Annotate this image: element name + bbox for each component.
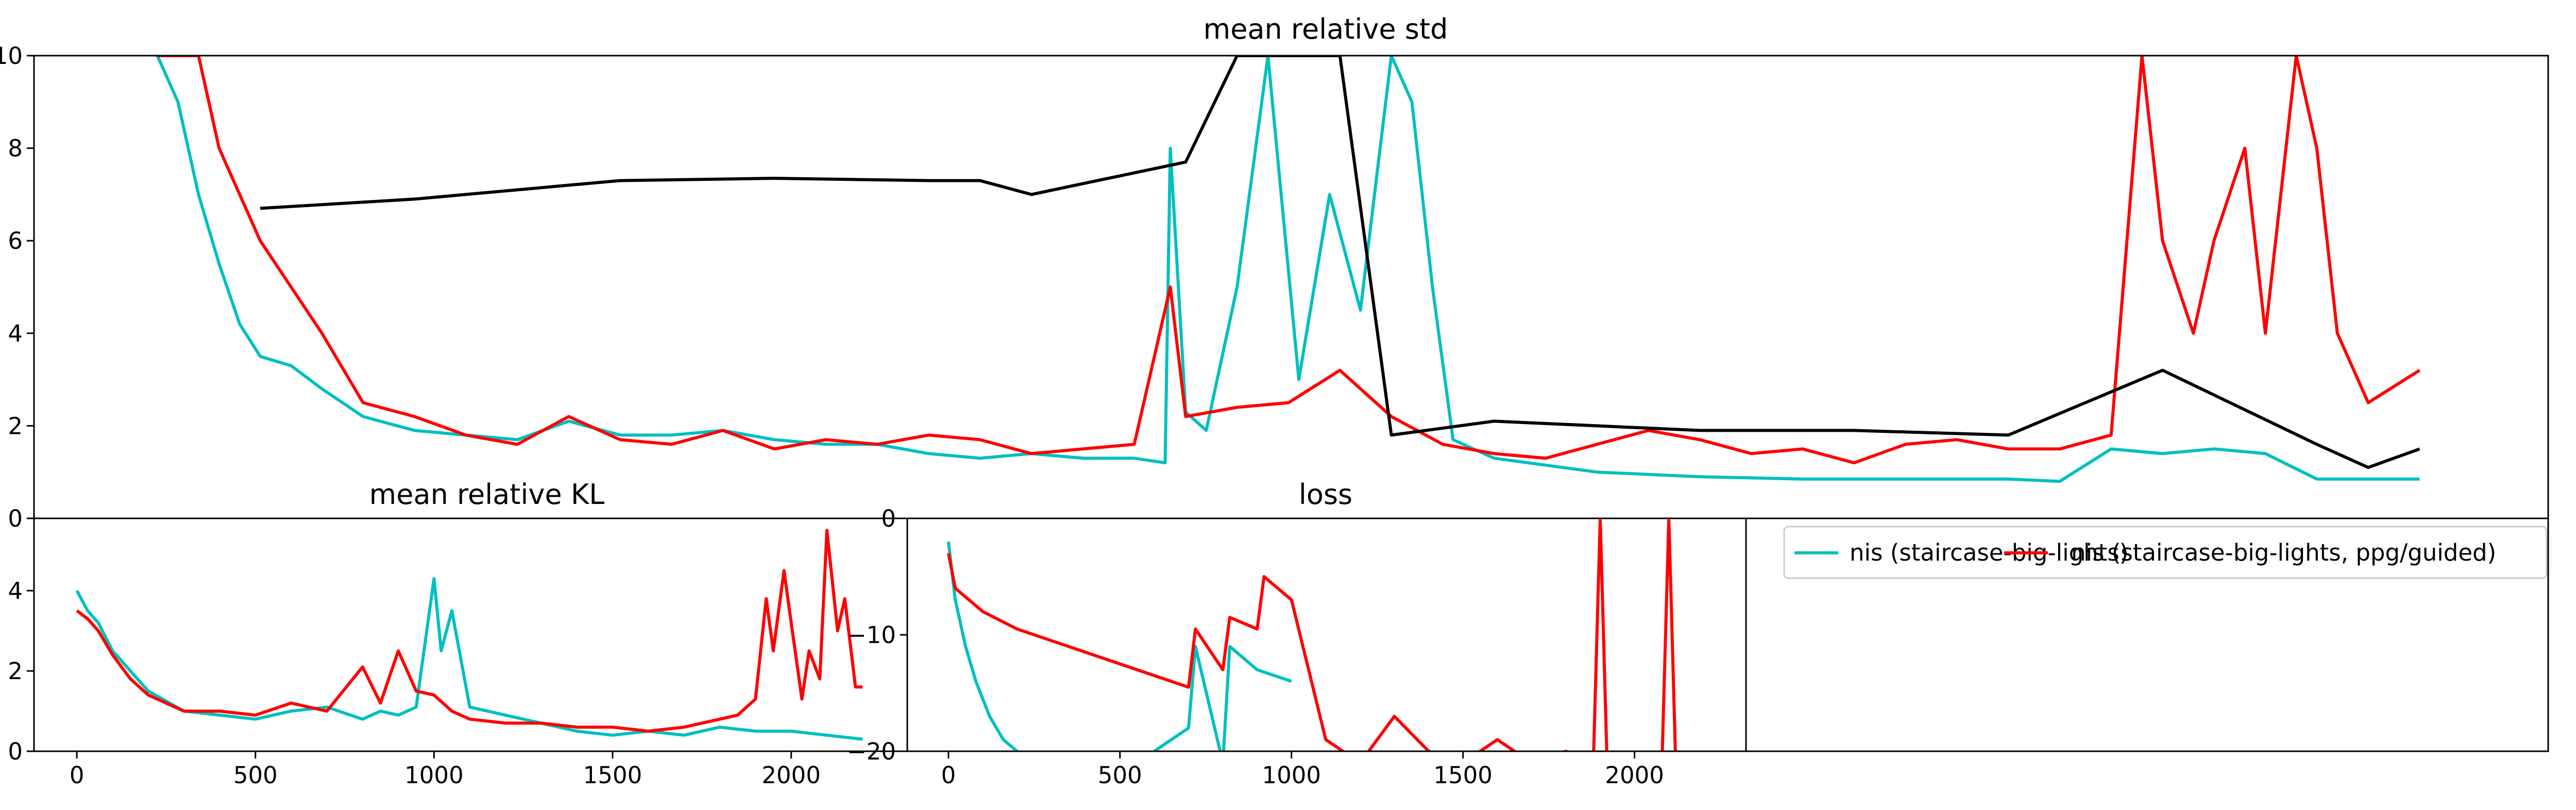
- panel-mean-relative-std: mean relative std 0 2 4 6 8 10: [0, 13, 2549, 532]
- y-tick-label: 10: [0, 42, 23, 70]
- panel-mean-relative-kl: mean relative KL 0 2 4 0 500 1000 1500 2000: [8, 478, 908, 789]
- loss-y-axis: −20 −10 0: [847, 505, 907, 765]
- series-line-1: [946, 519, 1677, 751]
- y-tick-label: −10: [847, 621, 896, 649]
- y-tick-label: 0: [8, 738, 23, 765]
- x-tick-label: 2000: [1605, 762, 1664, 789]
- y-tick-label: −20: [847, 738, 896, 765]
- x-tick-label: 0: [70, 762, 84, 789]
- std-y-axis: 0 2 4 6 8 10: [0, 42, 34, 532]
- series-line-0: [156, 56, 2420, 483]
- panel-legend: nis (staircase-big-lights) nis (staircas…: [1745, 517, 2549, 752]
- series-line-1: [157, 56, 2421, 465]
- legend-label-red: nis (staircase-big-lights, ppg/guided): [2071, 539, 2496, 566]
- legend-box: [1783, 526, 2548, 579]
- loss-x-axis: 0 500 1000 1500 2000: [941, 751, 1664, 789]
- loss-series-group: [946, 519, 1677, 751]
- x-tick-label: 500: [233, 762, 278, 789]
- x-tick-label: 0: [941, 762, 956, 789]
- panel-loss: loss −20 −10 0 0 500 1000 1500 2000: [847, 478, 1747, 789]
- y-tick-label: 0: [8, 505, 23, 532]
- std-series-group: [156, 56, 2421, 483]
- series-line-1: [76, 529, 863, 733]
- y-tick-label: 4: [8, 320, 23, 347]
- series-line-2: [260, 56, 2420, 469]
- panel-title-kl: mean relative KL: [369, 478, 605, 511]
- y-tick-label: 6: [8, 227, 23, 255]
- y-tick-label: 8: [8, 135, 23, 162]
- kl-y-axis: 0 2 4: [8, 577, 34, 765]
- kl-x-axis: 0 500 1000 1500 2000: [70, 751, 821, 789]
- x-tick-label: 1000: [404, 762, 464, 789]
- legend-panel-frame: [1745, 517, 2549, 752]
- legend-label-cyan: nis (staircase-big-lights): [1850, 539, 2128, 566]
- panel-title-loss: loss: [1299, 478, 1352, 511]
- panel-title-std: mean relative std: [1204, 13, 1448, 45]
- x-tick-label: 1500: [583, 762, 642, 789]
- y-tick-label: 2: [8, 412, 23, 440]
- x-tick-label: 2000: [761, 762, 821, 789]
- x-tick-label: 1000: [1262, 762, 1321, 789]
- y-tick-label: 0: [881, 505, 896, 532]
- kl-series-group: [75, 529, 863, 741]
- y-tick-label: 2: [8, 657, 23, 685]
- series-line-0: [946, 541, 1292, 751]
- x-tick-label: 1500: [1433, 762, 1493, 789]
- y-tick-label: 4: [8, 577, 23, 604]
- x-tick-label: 500: [1098, 762, 1142, 789]
- series-line-0: [75, 577, 863, 741]
